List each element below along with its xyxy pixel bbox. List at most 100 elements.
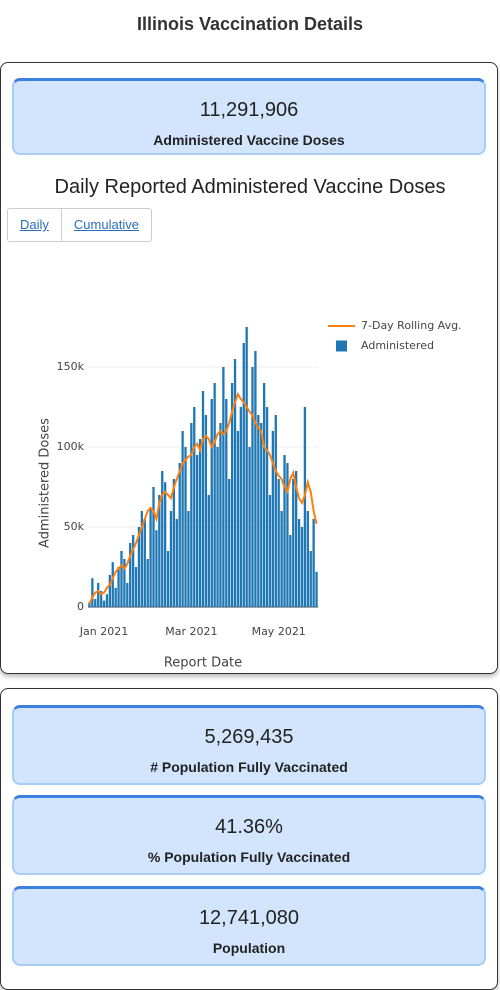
- stat-value: 11,291,906: [199, 99, 299, 121]
- legend-swatch: [336, 340, 347, 352]
- bar: [134, 567, 138, 607]
- bar: [149, 507, 152, 607]
- bar: [204, 415, 208, 607]
- bar: [131, 535, 135, 607]
- bar: [99, 591, 103, 607]
- bar: [262, 383, 266, 607]
- daily-button[interactable]: Daily: [20, 217, 49, 232]
- stat-label: % Population Fully Vaccinated: [147, 849, 351, 865]
- y-tick-label: 50k: [64, 520, 85, 533]
- bar: [187, 511, 190, 607]
- bar: [277, 479, 280, 607]
- bar: [123, 559, 126, 607]
- bar: [260, 423, 263, 607]
- x-tick-label: Mar 2021: [165, 625, 217, 638]
- bar: [140, 511, 144, 607]
- bar: [242, 343, 245, 607]
- bar: [114, 587, 117, 607]
- y-tick-label: 0: [77, 600, 84, 613]
- bar: [108, 575, 111, 607]
- page-title: Illinois Vaccination Details: [136, 14, 364, 34]
- bar: [265, 407, 269, 607]
- bar: [286, 463, 289, 607]
- bar: [129, 543, 132, 607]
- chart-panel: [0, 62, 498, 674]
- stat-label: Administered Vaccine Doses: [153, 132, 345, 148]
- bar: [97, 583, 100, 607]
- bar: [268, 495, 272, 607]
- stat-value: 12,741,080: [198, 907, 300, 929]
- bar: [213, 383, 216, 607]
- bar: [283, 455, 286, 607]
- stat-card: 12,741,080 Population: [12, 886, 486, 966]
- bar: [198, 439, 202, 607]
- bar: [245, 327, 248, 607]
- bar: [254, 351, 257, 607]
- bar: [105, 594, 109, 607]
- bar: [146, 559, 149, 607]
- bar: [236, 431, 240, 607]
- bar: [309, 551, 312, 607]
- bar: [210, 399, 213, 607]
- cumulative-button[interactable]: Cumulative: [60, 209, 151, 241]
- rolling-average-line: [88, 391, 318, 605]
- bar: [184, 447, 187, 607]
- bar: [300, 527, 304, 607]
- bar: [228, 479, 231, 607]
- bar: [292, 479, 295, 607]
- bar: [216, 447, 219, 607]
- stat-card: 41.36% % Population Fully Vaccinated: [12, 795, 486, 875]
- bar: [91, 578, 94, 607]
- bar: [166, 551, 170, 607]
- bar: [88, 602, 91, 607]
- bar: [312, 519, 315, 607]
- bar: [219, 423, 222, 607]
- bar: [315, 571, 318, 607]
- bar: [271, 431, 275, 607]
- bar: [161, 471, 164, 607]
- bar: [193, 407, 196, 607]
- bar: [280, 511, 283, 607]
- bar: [248, 447, 251, 607]
- bar: [225, 399, 228, 607]
- chart-title: Daily Reported Administered Vaccine Dose…: [54, 176, 446, 198]
- stat-value: 5,269,435: [204, 726, 294, 748]
- bar: [239, 407, 243, 607]
- bar: [274, 415, 277, 607]
- stat-label: # Population Fully Vaccinated: [150, 759, 348, 775]
- bar: [303, 407, 307, 607]
- bar: [251, 367, 254, 607]
- bar: [222, 367, 225, 607]
- x-axis-label: Report Date: [164, 656, 242, 671]
- bar: [155, 530, 158, 607]
- bar: [257, 415, 260, 607]
- bar: [111, 562, 114, 607]
- y-tick-label: 150k: [57, 360, 85, 373]
- bar: [289, 535, 292, 607]
- bar: [178, 463, 181, 607]
- bar: [102, 600, 106, 607]
- bar: [196, 455, 199, 607]
- legend-label: 7-Day Rolling Avg.: [361, 319, 462, 332]
- legend-label: Administered: [361, 339, 434, 352]
- x-tick-label: May 2021: [252, 625, 306, 638]
- bar: [120, 551, 123, 607]
- stat-card: 5,269,435 # Population Fully Vaccinated: [12, 705, 486, 785]
- bar: [126, 583, 129, 607]
- bar: [207, 495, 210, 607]
- bar: [230, 383, 234, 607]
- bar: [190, 423, 193, 607]
- bar: [152, 487, 155, 607]
- button-group: Daily Cumulative: [7, 208, 152, 242]
- stat-label: Population: [212, 940, 286, 956]
- bar: [295, 471, 298, 607]
- stat-value: 41.36%: [215, 816, 283, 838]
- bar: [117, 567, 120, 607]
- bar: [201, 391, 205, 607]
- bar: [181, 431, 184, 607]
- y-tick-label: 100k: [57, 440, 85, 453]
- bar: [297, 519, 301, 607]
- bar: [137, 527, 141, 607]
- bar: [163, 482, 167, 607]
